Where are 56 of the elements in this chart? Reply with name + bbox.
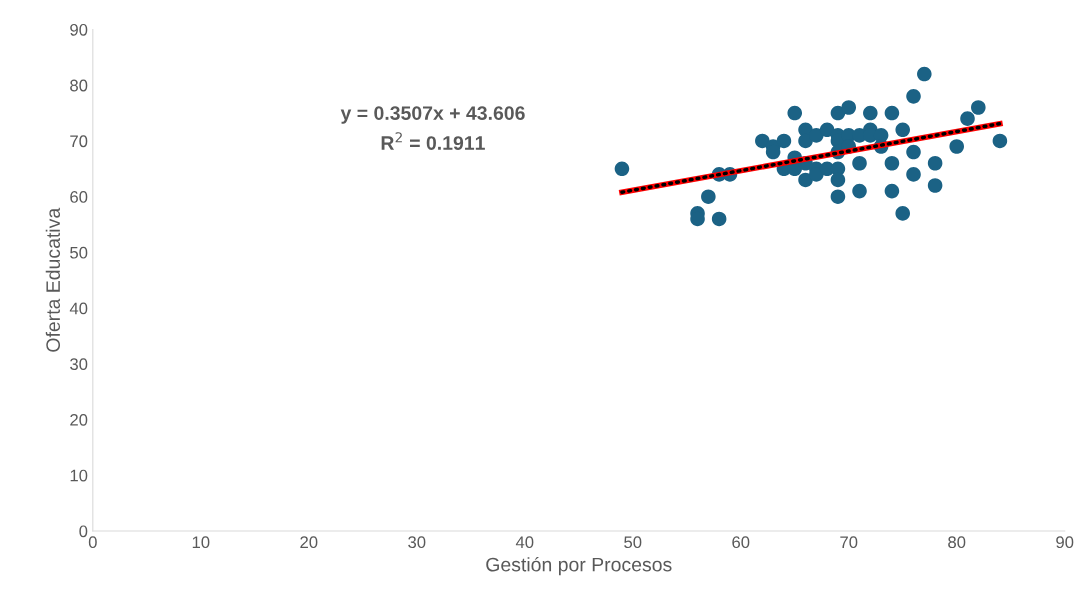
point (755, 133, 770, 149)
y-tick-label: 10 (70, 469, 88, 482)
x-tick-label: 30 (408, 536, 426, 549)
point (917, 66, 932, 82)
point (895, 206, 910, 221)
point (927, 155, 943, 171)
x-tick-label: 10 (192, 536, 210, 549)
x-tick-label: 20 (300, 536, 318, 549)
point (927, 178, 943, 193)
x-tick-label: 70 (840, 536, 858, 549)
x-axis-title: Gestión por Procesos (486, 556, 672, 576)
point (949, 139, 964, 154)
x-tick-label: 40 (515, 536, 534, 549)
annotation: y = 0.3507x + 43.606 (340, 106, 525, 124)
y-tick-label: 60 (70, 191, 88, 203)
y-tick-label: 40 (69, 302, 88, 315)
x-tick-label: 50 (624, 536, 642, 549)
point (906, 144, 921, 160)
point (852, 183, 867, 199)
x-tick-label: 0 (88, 536, 97, 549)
point (830, 105, 846, 121)
point (960, 111, 975, 126)
y-tick-label: 80 (70, 79, 88, 92)
x-tick-label: 60 (732, 536, 750, 549)
point (906, 89, 921, 104)
point (776, 133, 792, 149)
point (992, 133, 1008, 149)
point (830, 189, 846, 204)
point (819, 122, 835, 138)
point (884, 105, 900, 121)
point (884, 183, 900, 199)
point (884, 155, 900, 171)
annotation: R$^{2}$ = 0.1911 (381, 132, 485, 150)
y-tick-label: 30 (70, 358, 88, 371)
point (841, 100, 857, 115)
y-tick-label: 90 (70, 23, 88, 36)
y-tick-label: 50 (70, 246, 88, 259)
y-tick-label: 0 (79, 525, 88, 538)
y-tick-label: 20 (70, 413, 88, 426)
y-tick-label: 70 (70, 135, 88, 148)
point (809, 128, 824, 143)
point (906, 167, 921, 182)
point (863, 105, 878, 121)
point (711, 211, 727, 227)
point (798, 172, 813, 188)
point (852, 155, 867, 171)
point (895, 122, 910, 138)
point (701, 189, 716, 204)
point (787, 105, 803, 121)
point (830, 172, 846, 188)
x-tick-label: 80 (948, 536, 966, 549)
point (971, 100, 986, 115)
x-tick-label: 90 (1056, 536, 1074, 549)
y-axis-title: Oferta Educativa (45, 207, 61, 352)
point (798, 133, 813, 149)
point (614, 161, 630, 177)
